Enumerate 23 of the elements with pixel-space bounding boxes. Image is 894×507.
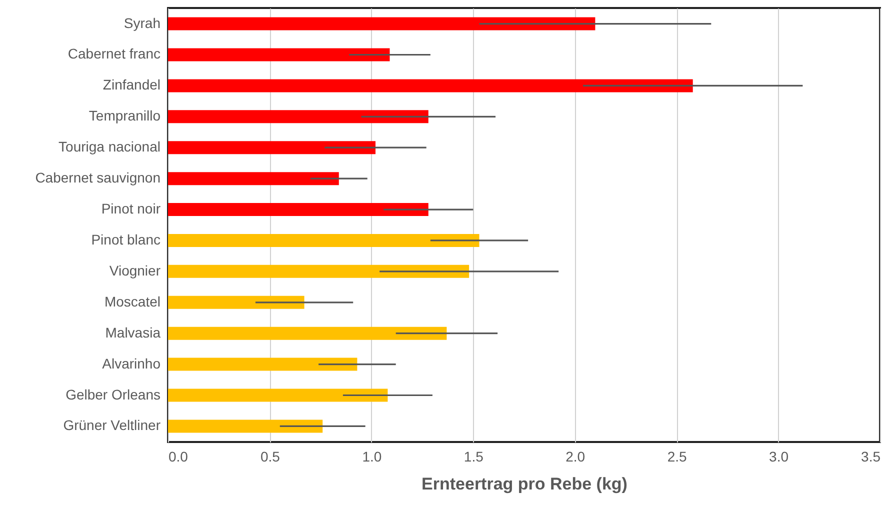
y-tick-label: Pinot noir — [101, 200, 161, 217]
y-tick-label: Alvarinho — [102, 355, 161, 372]
y-tick-label: Gelber Orleans — [66, 386, 160, 402]
y-tick-label: Cabernet sauvignon — [35, 170, 160, 186]
y-tick-label: Tempranillo — [88, 108, 161, 124]
y-tick-label: Viognier — [109, 262, 161, 278]
x-tick-label: 3.5 — [861, 448, 881, 464]
y-tick-label: Syrah — [124, 14, 160, 31]
x-tick-label: 0.5 — [260, 448, 280, 464]
y-tick-label: Cabernet franc — [68, 46, 160, 62]
x-tick-label: 3.0 — [769, 448, 789, 464]
y-tick-label: Pinot blanc — [91, 231, 160, 248]
y-tick-label: Zinfandel — [102, 76, 160, 93]
x-axis-title: Ernteertrag pro Rebe (kg) — [422, 474, 628, 494]
x-tick-label: 1.5 — [464, 448, 484, 464]
x-tick-label: 0.0 — [168, 448, 188, 464]
y-tick-label: Moscatel — [104, 293, 160, 310]
x-tick-label: 1.0 — [362, 448, 382, 464]
x-tick-label: 2.0 — [566, 448, 586, 464]
y-tick-label: Touriga nacional — [58, 138, 160, 155]
x-tick-label: 2.5 — [667, 448, 688, 464]
y-tick-label: Malvasia — [105, 324, 161, 340]
y-tick-label: Grüner Veltliner — [63, 417, 161, 434]
